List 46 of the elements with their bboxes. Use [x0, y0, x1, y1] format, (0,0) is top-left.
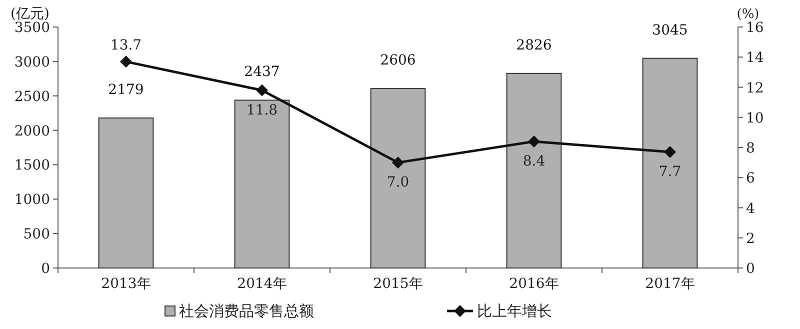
y-tick-label: 1000 [14, 192, 50, 208]
y-tick-label: 3500 [14, 20, 50, 36]
data-label: 3045 [652, 22, 688, 38]
x-tick-label: 2015年 [373, 276, 423, 292]
y2-tick-label: 12 [746, 80, 764, 96]
bar [234, 100, 290, 268]
y-tick-label: 3000 [14, 54, 50, 70]
y2-tick-label: 16 [746, 20, 764, 36]
y2-tick-label: 10 [746, 110, 764, 126]
y2-tick-label: 14 [746, 50, 764, 66]
data-label: 11.8 [246, 102, 278, 118]
y-tick-label: 1500 [14, 158, 50, 174]
data-label: 13.7 [110, 38, 142, 54]
data-label: 2606 [380, 52, 416, 69]
bar [642, 58, 698, 268]
y-tick-label: 2000 [14, 123, 50, 140]
bar [370, 88, 426, 268]
data-label: 2826 [516, 37, 552, 54]
x-tick-label: 2017年 [645, 276, 695, 292]
y-tick-label: 2500 [14, 88, 50, 105]
bar [506, 72, 562, 268]
y2-tick-label: 8 [746, 140, 755, 156]
y-tick-label: 500 [23, 226, 50, 243]
y2-tick-label: 0 [746, 261, 755, 277]
y2-tick-label: 4 [746, 200, 755, 217]
point [120, 56, 132, 68]
legend-label: 比上年增长 [477, 302, 552, 320]
point [392, 156, 404, 169]
x-tick-label: 2014年 [237, 276, 287, 292]
y2-axis-title: (%) [736, 7, 760, 22]
y2-tick-label: 2 [746, 230, 755, 247]
y-tick-label: 0 [41, 261, 50, 277]
point [256, 84, 268, 96]
y-axis-title: (亿元) [10, 6, 50, 22]
legend-label: 社会消费品零售总额 [179, 302, 314, 320]
data-label: 8.4 [522, 153, 546, 170]
data-label: 2437 [244, 64, 280, 80]
x-tick-label: 2016年 [509, 276, 559, 292]
data-label: 7.0 [386, 174, 410, 191]
point [528, 135, 540, 148]
bar [98, 117, 154, 268]
data-label: 7.7 [658, 164, 682, 180]
data-label: 2179 [108, 82, 144, 98]
point [664, 146, 676, 158]
x-tick-label: 2013年 [101, 276, 151, 292]
y2-tick-label: 6 [746, 170, 755, 187]
